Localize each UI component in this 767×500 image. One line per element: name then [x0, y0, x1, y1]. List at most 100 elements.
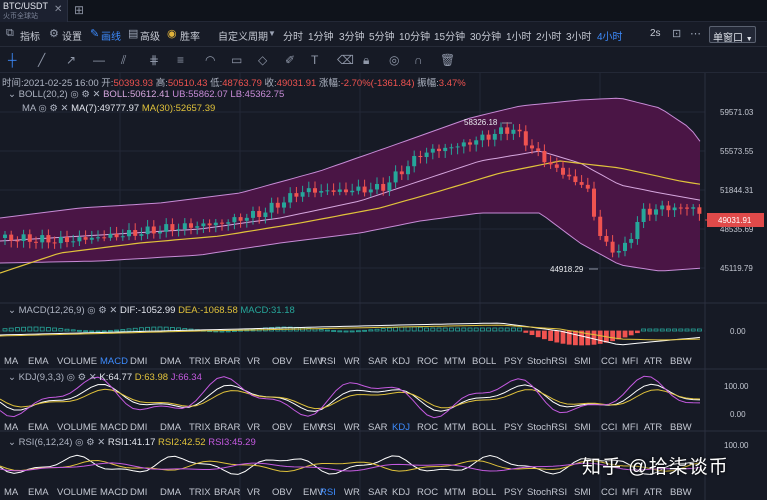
- indicator-tab-volume[interactable]: VOLUME: [57, 487, 98, 498]
- interval-tab[interactable]: 30分钟: [470, 32, 502, 43]
- indicator-tab-mtm[interactable]: MTM: [444, 487, 466, 498]
- eye-icon[interactable]: ◎: [389, 53, 400, 67]
- indicator-tab-ma[interactable]: MA: [4, 422, 19, 433]
- window-mode-select[interactable]: 单窗口 ▼: [709, 26, 756, 44]
- interval-tab[interactable]: 5分钟: [369, 32, 395, 43]
- add-tab-icon[interactable]: ⊞: [74, 3, 85, 17]
- channel-icon[interactable]: ⫽: [121, 53, 127, 67]
- indicator-tab-dmi[interactable]: DMI: [130, 422, 148, 433]
- indicator-tab-sar[interactable]: SAR: [368, 487, 388, 498]
- indicator-tab-cci[interactable]: CCI: [601, 487, 618, 498]
- indicator-tab-brar[interactable]: BRAR: [214, 487, 241, 498]
- indicator-tab-bbw[interactable]: BBW: [670, 356, 692, 367]
- gear-icon[interactable]: ⚙: [49, 103, 58, 114]
- more-icon[interactable]: ⋯: [690, 28, 701, 40]
- indicator-tab-kdj[interactable]: KDJ: [392, 356, 410, 367]
- close-icon[interactable]: ✕: [60, 103, 69, 114]
- indicator-tab-rsi[interactable]: RSI: [320, 356, 336, 367]
- indicator-tab-mtm[interactable]: MTM: [444, 422, 466, 433]
- close-icon[interactable]: ✕: [109, 305, 118, 316]
- indicator-button[interactable]: 指标: [20, 32, 40, 43]
- rectangle-icon[interactable]: ▭: [231, 53, 243, 67]
- eye-icon[interactable]: ◎: [70, 89, 79, 100]
- chevron-down-icon[interactable]: ▼: [268, 29, 276, 38]
- parallel-icon[interactable]: ⋕: [149, 53, 160, 67]
- indicator-tab-boll[interactable]: BOLL: [472, 356, 497, 367]
- fib-icon[interactable]: ≡: [177, 53, 185, 67]
- symbol-tab[interactable]: BTC/USDT 火币全球站 ✕: [0, 0, 68, 22]
- eye-icon[interactable]: ◎: [87, 305, 96, 316]
- indicator-tab-roc[interactable]: ROC: [417, 487, 439, 498]
- indicator-tab-smi[interactable]: SMI: [574, 422, 591, 433]
- advanced-button[interactable]: 高级: [140, 32, 160, 43]
- grid-icon[interactable]: ⊡: [672, 28, 682, 40]
- indicator-tab-boll[interactable]: BOLL: [472, 422, 497, 433]
- gear-icon[interactable]: ⚙: [81, 89, 90, 100]
- eye-icon[interactable]: ◎: [66, 372, 75, 383]
- interval-tab-active[interactable]: 4小时: [597, 32, 623, 43]
- eye-icon[interactable]: ◎: [38, 103, 47, 114]
- indicator-tab-psy[interactable]: PSY: [504, 422, 524, 433]
- trash-icon[interactable]: 🗑︎: [440, 53, 456, 67]
- crosshair-icon[interactable]: ┼: [8, 53, 17, 67]
- indicator-tab-macd[interactable]: MACD: [100, 487, 128, 498]
- indicator-tab-macd[interactable]: MACD: [100, 356, 128, 367]
- line-icon[interactable]: ╱: [38, 53, 46, 67]
- indicator-tab-bbw[interactable]: BBW: [670, 487, 692, 498]
- indicator-tab-sar[interactable]: SAR: [368, 356, 388, 367]
- draw-button[interactable]: 画线: [101, 32, 121, 43]
- horizontal-line-icon[interactable]: —: [93, 53, 105, 67]
- indicator-tab-brar[interactable]: BRAR: [214, 422, 241, 433]
- indicator-tab-roc[interactable]: ROC: [417, 356, 439, 367]
- indicator-tab-macd[interactable]: MACD: [100, 422, 128, 433]
- close-icon[interactable]: ✕: [92, 89, 101, 100]
- indicator-tab-atr[interactable]: ATR: [644, 487, 663, 498]
- indicator-tab-dma[interactable]: DMA: [160, 422, 182, 433]
- collapse-icon[interactable]: ⌄: [8, 305, 16, 316]
- indicator-tab-volume[interactable]: VOLUME: [57, 356, 98, 367]
- indicator-tab-trix[interactable]: TRIX: [189, 422, 211, 433]
- indicator-tab-obv[interactable]: OBV: [272, 422, 293, 433]
- indicator-tab-emv[interactable]: EMV: [303, 356, 324, 367]
- interval-tab[interactable]: 3小时: [566, 32, 592, 43]
- indicator-tab-dmi[interactable]: DMI: [130, 356, 148, 367]
- indicator-tab-mfi[interactable]: MFI: [622, 487, 639, 498]
- indicator-tab-psy[interactable]: PSY: [504, 487, 524, 498]
- indicator-tab-boll[interactable]: BOLL: [472, 487, 497, 498]
- indicator-tab-volume[interactable]: VOLUME: [57, 422, 98, 433]
- indicator-tab-vr[interactable]: VR: [247, 487, 261, 498]
- chart-area[interactable]: 59571.03 55573.55 51844.31 48535.69 4511…: [0, 73, 767, 500]
- magnet-icon[interactable]: ∩: [414, 53, 423, 67]
- indicator-tab-bbw[interactable]: BBW: [670, 422, 692, 433]
- indicator-tab-dmi[interactable]: DMI: [130, 487, 148, 498]
- indicator-tab-ma[interactable]: MA: [4, 356, 19, 367]
- indicator-tab-dma[interactable]: DMA: [160, 487, 182, 498]
- indicator-tab-kdj[interactable]: KDJ: [392, 422, 410, 433]
- close-icon[interactable]: ✕: [88, 372, 97, 383]
- arc-icon[interactable]: ◠: [205, 53, 216, 67]
- gear-icon[interactable]: ⚙: [98, 305, 107, 316]
- rsi-name[interactable]: RSI(6,12,24): [18, 437, 73, 448]
- indicator-tab-smi[interactable]: SMI: [574, 356, 591, 367]
- indicator-tab-emv[interactable]: EMV: [303, 487, 324, 498]
- indicator-tab-stochrsi[interactable]: StochRSI: [527, 422, 568, 433]
- indicator-tab-trix[interactable]: TRIX: [189, 356, 211, 367]
- indicator-tab-dma[interactable]: DMA: [160, 356, 182, 367]
- indicator-tab-sar[interactable]: SAR: [368, 422, 388, 433]
- interval-tab[interactable]: 2小时: [536, 32, 562, 43]
- refresh-rate[interactable]: 2s: [650, 28, 661, 39]
- indicator-tab-stochrsi[interactable]: StochRSI: [527, 487, 568, 498]
- macd-name[interactable]: MACD(12,26,9): [18, 305, 85, 316]
- settings-button[interactable]: 设置: [62, 32, 82, 43]
- indicator-tab-roc[interactable]: ROC: [417, 422, 439, 433]
- indicator-tab-wr[interactable]: WR: [344, 487, 360, 498]
- custom-period-select[interactable]: 自定义周期: [218, 32, 268, 43]
- indicator-tab-brar[interactable]: BRAR: [214, 356, 241, 367]
- indicator-tab-smi[interactable]: SMI: [574, 487, 591, 498]
- indicator-tab-rsi[interactable]: RSI: [320, 487, 336, 498]
- interval-tab[interactable]: 1小时: [506, 32, 532, 43]
- gear-icon[interactable]: ⚙: [86, 437, 95, 448]
- interval-tab[interactable]: 1分钟: [308, 32, 334, 43]
- indicator-tab-wr[interactable]: WR: [344, 356, 360, 367]
- win-rate-button[interactable]: 胜率: [180, 32, 200, 43]
